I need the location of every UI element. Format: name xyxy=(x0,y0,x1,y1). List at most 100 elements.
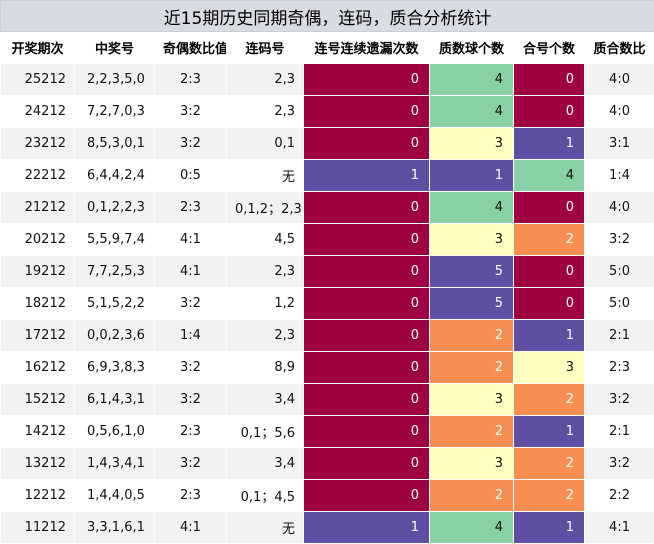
cell-miss-count: 0 xyxy=(304,96,430,128)
cell-prime-count: 3 xyxy=(430,384,514,416)
cell-prime-composite-ratio: 2:1 xyxy=(585,416,654,448)
cell-prime-count: 2 xyxy=(430,416,514,448)
cell-numbers: 3,3,1,6,1 xyxy=(75,512,155,544)
cell-prime-count: 2 xyxy=(430,352,514,384)
cell-prime-count: 3 xyxy=(430,448,514,480)
cell-odd-even: 3:2 xyxy=(155,288,227,320)
cell-consecutive: 0,1；4,5 xyxy=(227,480,304,512)
cell-composite-count: 1 xyxy=(514,128,585,160)
cell-odd-even: 4:1 xyxy=(155,512,227,544)
cell-consecutive: 0,1；5,6 xyxy=(227,416,304,448)
cell-odd-even: 2:3 xyxy=(155,416,227,448)
cell-prime-composite-ratio: 3:2 xyxy=(585,224,654,256)
header-prime-composite-ratio: 质合数比 xyxy=(585,32,654,64)
cell-miss-count: 0 xyxy=(304,224,430,256)
cell-issue: 12212 xyxy=(1,480,75,512)
cell-prime-composite-ratio: 5:0 xyxy=(585,288,654,320)
header-odd-even: 奇偶数比值 xyxy=(155,32,227,64)
cell-miss-count: 0 xyxy=(304,320,430,352)
cell-miss-count: 0 xyxy=(304,416,430,448)
cell-consecutive: 无 xyxy=(227,512,304,544)
cell-consecutive: 2,3 xyxy=(227,64,304,96)
cell-miss-count: 0 xyxy=(304,448,430,480)
cell-prime-count: 4 xyxy=(430,64,514,96)
cell-prime-count: 2 xyxy=(430,320,514,352)
cell-issue: 15212 xyxy=(1,384,75,416)
cell-numbers: 5,1,5,2,2 xyxy=(75,288,155,320)
cell-composite-count: 1 xyxy=(514,512,585,544)
cell-odd-even: 2:3 xyxy=(155,192,227,224)
cell-composite-count: 1 xyxy=(514,320,585,352)
cell-numbers: 7,7,2,5,3 xyxy=(75,256,155,288)
header-miss-count: 连号连续遗漏次数 xyxy=(304,32,430,64)
cell-consecutive: 2,3 xyxy=(227,96,304,128)
table-title: 近15期历史同期奇偶，连码，质合分析统计 xyxy=(1,1,654,32)
cell-prime-composite-ratio: 1:4 xyxy=(585,160,654,192)
cell-numbers: 0,0,2,3,6 xyxy=(75,320,155,352)
cell-odd-even: 2:3 xyxy=(155,480,227,512)
cell-miss-count: 0 xyxy=(304,192,430,224)
header-issue: 开奖期次 xyxy=(1,32,75,64)
cell-numbers: 2,2,3,5,0 xyxy=(75,64,155,96)
cell-consecutive: 0,1 xyxy=(227,128,304,160)
cell-prime-count: 3 xyxy=(430,128,514,160)
cell-issue: 21212 xyxy=(1,192,75,224)
cell-prime-composite-ratio: 2:2 xyxy=(585,480,654,512)
cell-consecutive: 8,9 xyxy=(227,352,304,384)
cell-numbers: 0,1,2,2,3 xyxy=(75,192,155,224)
header-composite-count: 合号个数 xyxy=(514,32,585,64)
cell-numbers: 1,4,4,0,5 xyxy=(75,480,155,512)
cell-prime-count: 5 xyxy=(430,256,514,288)
cell-prime-composite-ratio: 3:2 xyxy=(585,384,654,416)
cell-consecutive: 2,3 xyxy=(227,320,304,352)
cell-odd-even: 3:2 xyxy=(155,128,227,160)
cell-consecutive: 0,1,2；2,3 xyxy=(227,192,304,224)
cell-composite-count: 0 xyxy=(514,192,585,224)
cell-issue: 11212 xyxy=(1,512,75,544)
cell-odd-even: 3:2 xyxy=(155,384,227,416)
cell-issue: 20212 xyxy=(1,224,75,256)
cell-odd-even: 3:2 xyxy=(155,448,227,480)
cell-prime-count: 5 xyxy=(430,288,514,320)
cell-miss-count: 0 xyxy=(304,384,430,416)
cell-numbers: 5,5,9,7,4 xyxy=(75,224,155,256)
cell-issue: 23212 xyxy=(1,128,75,160)
cell-composite-count: 0 xyxy=(514,288,585,320)
cell-composite-count: 0 xyxy=(514,64,585,96)
header-numbers: 中奖号 xyxy=(75,32,155,64)
cell-consecutive: 3,4 xyxy=(227,384,304,416)
cell-numbers: 6,9,3,8,3 xyxy=(75,352,155,384)
cell-miss-count: 0 xyxy=(304,288,430,320)
cell-issue: 24212 xyxy=(1,96,75,128)
cell-odd-even: 3:2 xyxy=(155,352,227,384)
cell-consecutive: 2,3 xyxy=(227,256,304,288)
cell-numbers: 0,5,6,1,0 xyxy=(75,416,155,448)
header-row: 开奖期次 中奖号 奇偶数比值 连码号 连号连续遗漏次数 质数球个数 合号个数 质… xyxy=(1,32,654,64)
cell-issue: 19212 xyxy=(1,256,75,288)
cell-composite-count: 0 xyxy=(514,256,585,288)
cell-prime-composite-ratio: 5:0 xyxy=(585,256,654,288)
header-consecutive: 连码号 xyxy=(227,32,304,64)
cell-composite-count: 0 xyxy=(514,96,585,128)
cell-miss-count: 0 xyxy=(304,256,430,288)
cell-prime-count: 2 xyxy=(430,480,514,512)
cell-odd-even: 1:4 xyxy=(155,320,227,352)
cell-miss-count: 0 xyxy=(304,64,430,96)
cell-prime-count: 1 xyxy=(430,160,514,192)
cell-prime-composite-ratio: 2:3 xyxy=(585,352,654,384)
cell-composite-count: 2 xyxy=(514,224,585,256)
cell-prime-composite-ratio: 4:0 xyxy=(585,64,654,96)
cell-composite-count: 4 xyxy=(514,160,585,192)
cell-issue: 14212 xyxy=(1,416,75,448)
cell-odd-even: 2:3 xyxy=(155,64,227,96)
cell-prime-count: 4 xyxy=(430,96,514,128)
cell-prime-count: 3 xyxy=(430,224,514,256)
